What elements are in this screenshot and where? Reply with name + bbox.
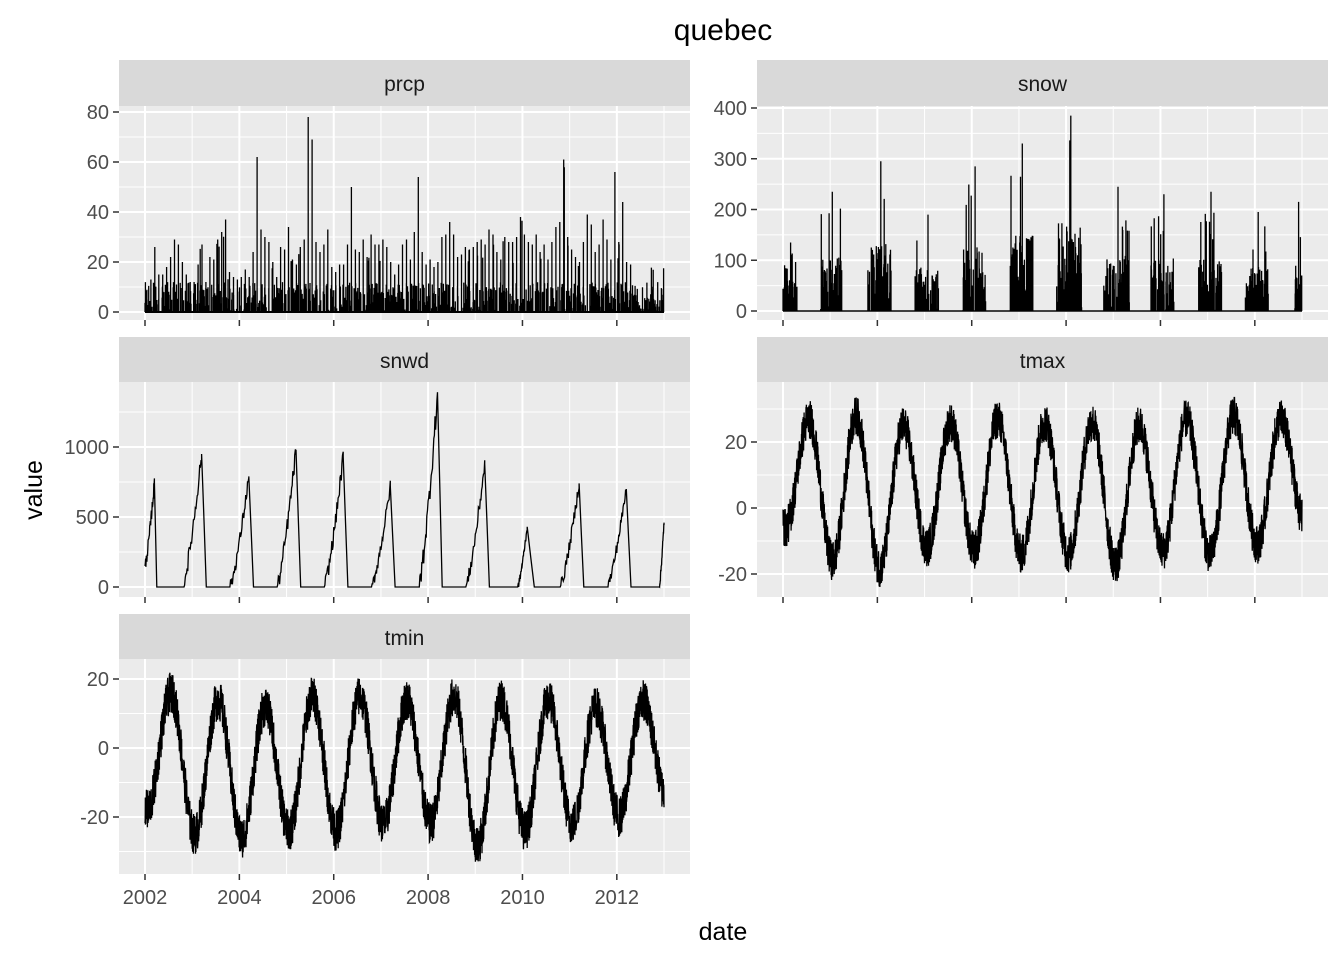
y-tick-label-snow: 200 xyxy=(714,200,747,222)
x-tick-label: 2006 xyxy=(311,887,356,909)
strip-label-tmin: tmin xyxy=(385,627,425,650)
series-line-snwd xyxy=(144,392,665,589)
strip-label-snow: snow xyxy=(1018,73,1068,96)
strip-snwd xyxy=(119,337,690,382)
series-line-prcp xyxy=(144,117,665,312)
facet-panels: prcp020406080snow0100200300400snwd050010… xyxy=(65,60,1328,909)
plot-bg-snwd xyxy=(119,382,690,597)
y-tick-label-snow: 300 xyxy=(714,149,747,171)
y-tick-label-snwd: 500 xyxy=(76,507,109,529)
panel-tmax: tmax -20 0 20 xyxy=(718,337,1328,603)
plot-bg-tmax xyxy=(757,382,1328,597)
panel-tmin: tmin -20 0 20 2002 2004 2006 2008 2010 2012 xyxy=(80,614,690,909)
y-tick-label-snwd: 0 xyxy=(98,577,109,599)
strip-label-tmax: tmax xyxy=(1020,350,1066,373)
series-line-tmax xyxy=(782,396,1303,588)
chart-title: quebec xyxy=(674,14,772,47)
strip-prcp xyxy=(119,60,690,106)
panel-snow: snow 0 100 200 300 400 xyxy=(714,60,1328,326)
strip-tmax xyxy=(757,337,1328,382)
y-tick-label-prcp: 80 xyxy=(87,102,109,124)
y-tick-label-tmin: 20 xyxy=(87,669,109,691)
series-line-snow xyxy=(782,115,1303,311)
panel-snwd: snwd 0 500 1000 xyxy=(65,337,690,603)
x-tick-label: 2008 xyxy=(406,887,451,909)
strip-snow xyxy=(757,60,1328,106)
y-tick-label-prcp: 20 xyxy=(87,252,109,274)
x-tick-label: 2010 xyxy=(500,887,545,909)
y-tick-label-snow: 400 xyxy=(714,98,747,120)
x-axis-label: date xyxy=(699,918,748,946)
y-tick-label-tmax: 20 xyxy=(725,432,747,454)
y-tick-label-prcp: 40 xyxy=(87,202,109,224)
y-tick-label-tmax: 0 xyxy=(736,498,747,520)
y-tick-label-prcp: 0 xyxy=(98,302,109,324)
series-line-tmin xyxy=(144,672,665,862)
strip-label-prcp: prcp xyxy=(384,73,425,96)
strip-label-snwd: snwd xyxy=(380,350,429,373)
panel-prcp: prcp 0 20 40 60 80 xyxy=(87,60,690,326)
y-tick-label-tmax: -20 xyxy=(718,564,747,586)
x-tick-label: 2004 xyxy=(217,887,262,909)
y-tick-label-snow: 100 xyxy=(714,250,747,272)
y-tick-label-snwd: 1000 xyxy=(65,437,110,459)
plot-bg-snow xyxy=(757,106,1328,320)
y-tick-label-tmin: 0 xyxy=(98,738,109,760)
grid-tmin xyxy=(119,659,690,874)
strip-tmin xyxy=(119,614,690,659)
x-tick-label: 2002 xyxy=(123,887,168,909)
y-tick-label-prcp: 60 xyxy=(87,152,109,174)
x-tick-label: 2012 xyxy=(595,887,640,909)
y-axis-label: value xyxy=(20,460,48,520)
y-tick-label-tmin: -20 xyxy=(80,807,109,829)
y-tick-label-snow: 0 xyxy=(736,301,747,323)
